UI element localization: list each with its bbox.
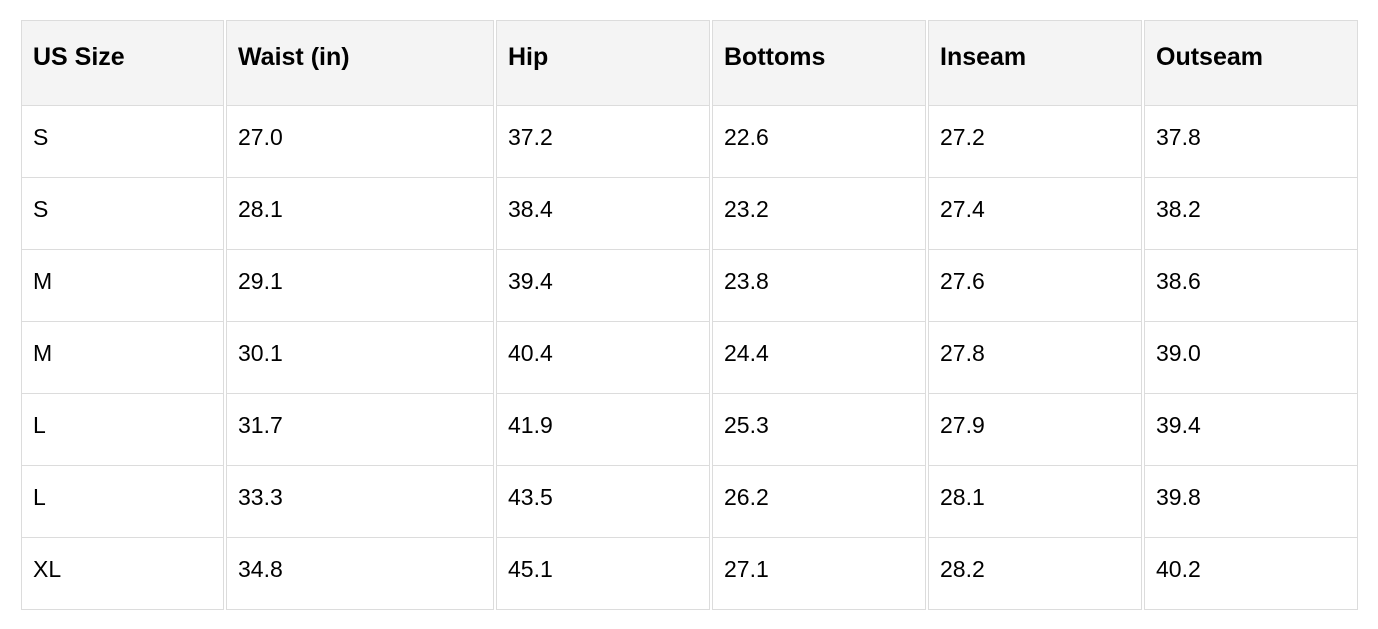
cell-inseam: 27.9 <box>928 394 1142 466</box>
cell-waist: 29.1 <box>226 250 494 322</box>
cell-hip: 38.4 <box>496 178 710 250</box>
column-header-waist: Waist (in) <box>226 20 494 106</box>
table-row: S 27.0 37.2 22.6 27.2 37.8 <box>21 106 1358 178</box>
table-row: S 28.1 38.4 23.2 27.4 38.2 <box>21 178 1358 250</box>
cell-inseam: 28.1 <box>928 466 1142 538</box>
cell-inseam: 27.6 <box>928 250 1142 322</box>
cell-bottoms: 24.4 <box>712 322 926 394</box>
cell-hip: 43.5 <box>496 466 710 538</box>
column-header-bottoms: Bottoms <box>712 20 926 106</box>
cell-bottoms: 23.8 <box>712 250 926 322</box>
size-chart-table: US Size Waist (in) Hip Bottoms Inseam Outseam… <box>19 20 1360 610</box>
cell-us-size: S <box>21 178 224 250</box>
column-header-inseam: Inseam <box>928 20 1142 106</box>
table-row: L 33.3 43.5 26.2 28.1 39.8 <box>21 466 1358 538</box>
cell-us-size: XL <box>21 538 224 610</box>
cell-inseam: 27.2 <box>928 106 1142 178</box>
cell-us-size: L <box>21 466 224 538</box>
cell-bottoms: 23.2 <box>712 178 926 250</box>
table-row: M 30.1 40.4 24.4 27.8 39.0 <box>21 322 1358 394</box>
cell-inseam: 28.2 <box>928 538 1142 610</box>
cell-inseam: 27.8 <box>928 322 1142 394</box>
table-row: XL 34.8 45.1 27.1 28.2 40.2 <box>21 538 1358 610</box>
cell-bottoms: 25.3 <box>712 394 926 466</box>
cell-inseam: 27.4 <box>928 178 1142 250</box>
cell-us-size: M <box>21 322 224 394</box>
cell-outseam: 39.0 <box>1144 322 1358 394</box>
table-row: M 29.1 39.4 23.8 27.6 38.6 <box>21 250 1358 322</box>
column-header-outseam: Outseam <box>1144 20 1358 106</box>
table-row: L 31.7 41.9 25.3 27.9 39.4 <box>21 394 1358 466</box>
cell-us-size: M <box>21 250 224 322</box>
cell-waist: 27.0 <box>226 106 494 178</box>
cell-outseam: 37.8 <box>1144 106 1358 178</box>
cell-waist: 28.1 <box>226 178 494 250</box>
cell-outseam: 39.8 <box>1144 466 1358 538</box>
cell-hip: 40.4 <box>496 322 710 394</box>
cell-us-size: S <box>21 106 224 178</box>
cell-hip: 45.1 <box>496 538 710 610</box>
cell-outseam: 40.2 <box>1144 538 1358 610</box>
cell-bottoms: 26.2 <box>712 466 926 538</box>
cell-bottoms: 27.1 <box>712 538 926 610</box>
cell-waist: 33.3 <box>226 466 494 538</box>
cell-outseam: 39.4 <box>1144 394 1358 466</box>
cell-waist: 30.1 <box>226 322 494 394</box>
cell-waist: 34.8 <box>226 538 494 610</box>
header-row: US Size Waist (in) Hip Bottoms Inseam Outseam <box>21 20 1358 106</box>
column-header-hip: Hip <box>496 20 710 106</box>
cell-hip: 41.9 <box>496 394 710 466</box>
cell-hip: 37.2 <box>496 106 710 178</box>
cell-outseam: 38.2 <box>1144 178 1358 250</box>
cell-us-size: L <box>21 394 224 466</box>
cell-bottoms: 22.6 <box>712 106 926 178</box>
cell-outseam: 38.6 <box>1144 250 1358 322</box>
cell-hip: 39.4 <box>496 250 710 322</box>
cell-waist: 31.7 <box>226 394 494 466</box>
column-header-us-size: US Size <box>21 20 224 106</box>
